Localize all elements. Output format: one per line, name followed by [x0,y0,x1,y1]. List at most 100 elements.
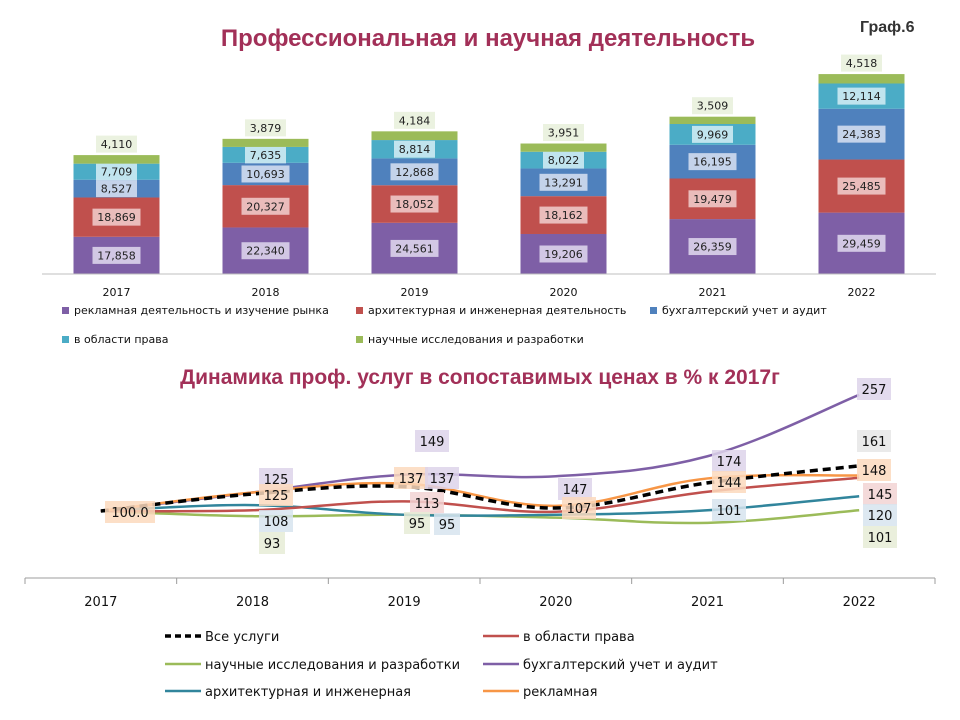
line-data-label: 161 [862,435,887,450]
line-data-label: 257 [862,383,887,398]
legend-swatch [62,336,69,343]
line-data-label: 148 [862,464,887,479]
bar-data-label-bg [539,173,588,191]
line-data-label-bg [404,512,430,534]
bar-data-label-bg [96,163,137,181]
line-data-label-bg [259,484,293,506]
bar-data-label-bg [688,153,737,171]
line-data-label: 145 [868,488,893,503]
legend-label: рекламная деятельность и изучение рынка [74,304,329,317]
line-data-label: 95 [409,517,426,532]
x-tick-label: 2019 [388,595,421,610]
bar-data-label: 24,561 [395,242,434,255]
bar-data-label: 7,709 [101,166,133,179]
bar-data-label: 17,858 [97,249,136,262]
legend-swatch [62,307,69,314]
line-data-label-bg [712,499,746,521]
legend-label: рекламная [523,685,597,700]
line-data-label: 137 [430,472,455,487]
line-data-label-bg [863,526,897,548]
bar-data-label-bg [688,190,737,208]
line-data-label-bg [410,492,444,514]
legend-label: в области права [523,630,635,645]
bar-data-label-bg [241,165,290,183]
bar-data-label: 8,814 [399,143,431,156]
legend-swatch [356,307,363,314]
line-data-label-bg [712,450,746,472]
bar-data-label-bg [692,125,733,143]
legend-swatch [356,336,363,343]
bar-data-label-bg [96,135,137,153]
line-data-label: 113 [415,497,440,512]
bar-data-label: 8,022 [548,154,580,167]
bar-data-label-bg [543,151,584,169]
bar-data-label: 4,518 [846,57,878,70]
bar-data-label-bg [543,124,584,142]
bar-data-label-bg [92,208,141,226]
bar-segment [371,131,458,141]
line-data-label: 101 [868,531,893,546]
line-data-label-bg [434,513,460,535]
line-data-label-bg [562,497,596,519]
line-data-label: 101 [717,504,742,519]
line-data-label-bg [558,478,592,500]
legend-label: в области права [74,333,169,346]
bar-data-label-bg [241,242,290,260]
bar-data-label: 4,184 [399,114,431,127]
bar-data-label-bg [390,195,439,213]
line-chart: 2017 2018 2019 2020 2021 2022100.012512510893… [24,378,936,700]
bar-segment [818,74,905,84]
line-data-label-bg [857,459,891,481]
bar-data-label-bg [245,119,286,137]
bar-data-label: 24,383 [842,128,881,141]
legend-label: Все услуги [205,630,279,645]
bar-chart-title: Профессиональная и научная деятельность [221,25,755,52]
line-data-label-bg [259,532,285,554]
line-data-label: 144 [717,476,742,491]
legend-label: архитектурная и инженерная деятельность [368,304,626,317]
bar-data-label-bg [692,97,733,115]
bar-data-label: 3,879 [250,122,282,135]
bar-data-label: 26,359 [693,241,732,254]
bar-data-label-bg [837,234,886,252]
x-tick-label: 2021 [691,595,724,610]
bar-data-label: 12,868 [395,166,434,179]
bar-data-label-bg [394,111,435,129]
bar-data-label: 8,527 [101,183,133,196]
legend-label: научные исследования и разработки [368,333,584,346]
bar-segment [669,116,756,124]
line-data-label-bg [425,467,459,489]
line-data-label: 107 [567,502,592,517]
x-tick-label: 2022 [843,595,876,610]
bar-data-label: 19,206 [544,248,583,261]
bar-data-label-bg [96,180,137,198]
line-data-label: 149 [420,435,445,450]
stacked-bar-chart: 17,858 18,869 8,527 7,709 4,110 2017 22,340 20,… [42,54,936,346]
bar-data-label: 29,459 [842,237,881,250]
bar-data-label: 18,052 [395,198,434,211]
line-data-label-bg [105,501,155,523]
x-tick-label: 2020 [550,286,578,299]
bar-data-label: 3,509 [697,100,729,113]
bar-data-label: 25,485 [842,180,881,193]
legend-swatch [650,307,657,314]
line-chart-title: Динамика проф. услуг в сопоставимых цена… [180,366,780,389]
bar-data-label: 4,110 [101,138,133,151]
bar-data-label: 16,195 [693,156,732,169]
line-data-label-bg [863,504,897,526]
bar-data-label-bg [390,239,439,257]
legend-label: бухгалтерский учет и аудит [523,658,718,673]
bar-data-label-bg [394,140,435,158]
line-data-label-bg [394,467,428,489]
bar-data-label-bg [841,54,882,72]
bar-data-label: 22,340 [246,245,285,258]
x-tick-label: 2021 [699,286,727,299]
line-data-label-bg [415,430,449,452]
line-data-label: 100.0 [111,506,148,521]
x-tick-label: 2017 [103,286,131,299]
line-data-label-bg [712,471,746,493]
bar-data-label-bg [837,177,886,195]
bar-data-label: 20,327 [246,200,285,213]
bar-data-label: 9,969 [697,128,729,141]
